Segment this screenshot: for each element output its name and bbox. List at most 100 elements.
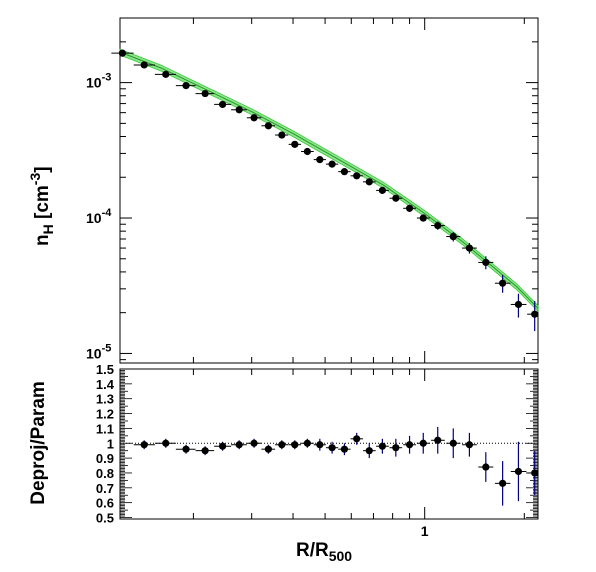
point-marker bbox=[140, 61, 148, 69]
density-point bbox=[231, 106, 247, 114]
point-marker bbox=[449, 232, 457, 241]
bottom-x-tick-labels: 1 bbox=[421, 523, 429, 539]
bottom-y-tick-label: 1.1 bbox=[96, 421, 114, 436]
y-title-rest: [cm bbox=[32, 185, 53, 224]
bottom-y-axis-title: Deproj/Param bbox=[28, 381, 49, 505]
density-point bbox=[431, 221, 445, 230]
ratio-marker bbox=[218, 442, 227, 450]
top-y-tick-label: 10-5 bbox=[86, 342, 111, 361]
point-marker bbox=[378, 186, 386, 194]
point-marker bbox=[328, 160, 336, 168]
ratio-point bbox=[133, 440, 155, 450]
x-axis-title: R/R500 bbox=[296, 540, 352, 564]
ratio-marker bbox=[378, 442, 386, 450]
ratio-marker bbox=[499, 479, 507, 487]
point-marker bbox=[531, 310, 539, 318]
ratio-point bbox=[416, 432, 430, 454]
model-band-centerline bbox=[119, 51, 539, 309]
density-point bbox=[338, 168, 351, 176]
ratio-point bbox=[527, 450, 539, 496]
bottom-y-tick-label: 1.5 bbox=[96, 362, 114, 377]
density-point bbox=[154, 70, 176, 78]
ratio-marker bbox=[162, 439, 170, 447]
point-marker bbox=[405, 204, 414, 212]
density-point bbox=[275, 131, 289, 139]
bottom-y-tick-label: 0.6 bbox=[96, 496, 114, 511]
top-plot-frame bbox=[119, 17, 539, 364]
density-point bbox=[195, 89, 215, 98]
point-marker bbox=[392, 194, 400, 202]
ratio-point bbox=[510, 441, 527, 502]
ratio-point bbox=[231, 440, 247, 450]
point-marker bbox=[365, 178, 373, 186]
ratio-point bbox=[325, 441, 339, 454]
ratio-data-points bbox=[133, 426, 539, 506]
ratio-marker bbox=[140, 441, 148, 449]
ratio-point bbox=[246, 438, 262, 448]
top-y-tick-labels: 10-3 10-4 10-5 bbox=[86, 72, 112, 362]
ratio-marker bbox=[250, 439, 258, 447]
bottom-y-tick-label: 1.3 bbox=[96, 392, 114, 407]
ratio-marker bbox=[514, 467, 523, 476]
density-point bbox=[214, 100, 232, 109]
y-title-sub: H bbox=[40, 224, 56, 234]
ratio-point bbox=[446, 428, 461, 459]
point-marker bbox=[250, 114, 258, 122]
ratio-marker bbox=[235, 441, 243, 449]
bottom-y-tick-label: 0.7 bbox=[96, 481, 114, 496]
ratio-marker bbox=[392, 444, 400, 452]
density-point bbox=[510, 293, 527, 318]
ratio-marker bbox=[303, 439, 311, 447]
bottom-plot-frame bbox=[119, 368, 539, 520]
density-point bbox=[494, 275, 511, 293]
bottom-y-tick-label: 1.4 bbox=[96, 377, 115, 392]
point-marker bbox=[201, 89, 209, 98]
ratio-marker bbox=[434, 436, 442, 444]
point-marker bbox=[303, 147, 311, 156]
density-point bbox=[111, 49, 134, 57]
ratio-point bbox=[494, 461, 511, 506]
top-y-tick-label: 10-3 bbox=[86, 72, 111, 91]
bottom-y-tick-label: 0.8 bbox=[96, 466, 114, 481]
point-marker bbox=[419, 214, 427, 222]
top-y-tick-label: 10-4 bbox=[86, 207, 112, 226]
tick-exponent: -3 bbox=[102, 72, 112, 84]
density-point bbox=[416, 214, 430, 222]
ratio-marker bbox=[278, 441, 286, 449]
point-marker bbox=[218, 100, 227, 109]
ratio-point bbox=[376, 438, 389, 454]
ratio-point bbox=[389, 438, 403, 457]
density-point bbox=[363, 178, 376, 186]
ratio-marker bbox=[365, 447, 373, 455]
density-point bbox=[313, 156, 326, 164]
y-title-sup: -3 bbox=[27, 173, 43, 186]
point-marker bbox=[482, 258, 490, 267]
point-marker bbox=[278, 131, 286, 139]
ratio-point bbox=[154, 438, 176, 448]
point-marker bbox=[316, 156, 324, 164]
density-point bbox=[350, 172, 364, 180]
ratio-point bbox=[261, 444, 276, 454]
ratio-marker bbox=[291, 441, 299, 449]
point-marker bbox=[499, 279, 507, 287]
ratio-marker bbox=[449, 439, 457, 447]
tick-exponent: -4 bbox=[102, 207, 113, 219]
ratio-point bbox=[275, 440, 289, 450]
ratio-point bbox=[288, 440, 302, 450]
ratio-marker bbox=[419, 439, 427, 447]
point-marker bbox=[235, 106, 243, 114]
point-marker bbox=[291, 140, 299, 148]
ratio-point bbox=[313, 438, 326, 451]
ratio-marker bbox=[316, 441, 324, 449]
density-point bbox=[325, 160, 339, 168]
model-band-area bbox=[119, 48, 539, 313]
density-point bbox=[175, 82, 196, 90]
ratio-point bbox=[175, 444, 196, 454]
point-marker bbox=[514, 300, 523, 309]
top-panel-ticks bbox=[120, 17, 538, 363]
ratio-marker bbox=[340, 445, 349, 453]
y-title-close: ] bbox=[32, 166, 53, 172]
point-marker bbox=[182, 82, 190, 90]
